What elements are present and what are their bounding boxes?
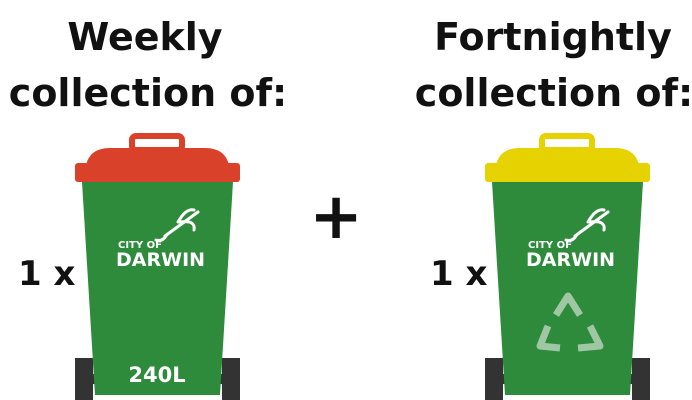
quantity: 1 x <box>18 254 75 294</box>
infographic: Weekly collection of: Fortnightly collec… <box>0 0 692 400</box>
yellow-lid-bin: CITY OF DARWIN <box>485 136 650 400</box>
quantity: 1 x <box>430 254 487 294</box>
plus-sign: + <box>309 180 363 254</box>
logo-large: DARWIN <box>116 249 205 271</box>
logo-large: DARWIN <box>526 249 615 271</box>
heading-line: Fortnightly <box>434 15 672 59</box>
bin-size: 240L <box>128 363 185 387</box>
heading-line: collection of: <box>9 71 287 115</box>
heading-line: Weekly <box>67 15 222 59</box>
heading-line: collection of: <box>415 71 692 115</box>
red-lid-bin: CITY OF DARWIN 240L <box>75 136 240 400</box>
